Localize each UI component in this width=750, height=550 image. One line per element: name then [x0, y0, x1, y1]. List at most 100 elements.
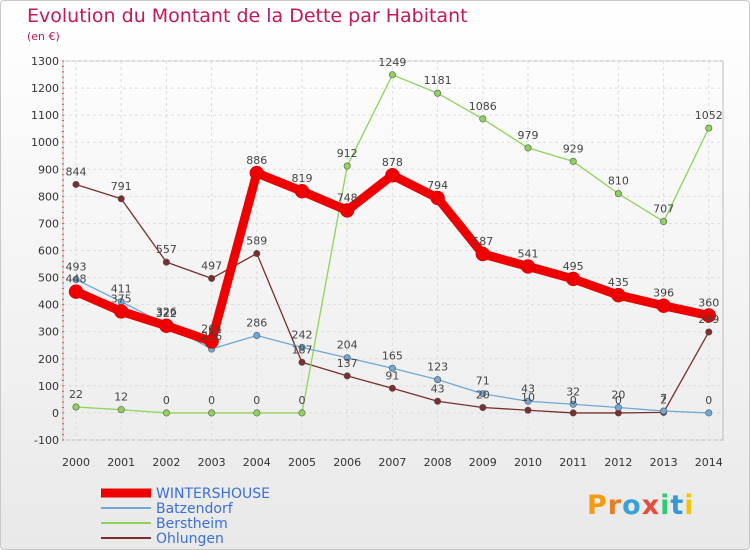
x-tick-label: 2004: [243, 456, 271, 469]
data-label: 878: [382, 156, 403, 169]
x-tick-label: 2005: [288, 456, 316, 469]
data-point: [72, 403, 80, 411]
data-point: [611, 287, 626, 303]
data-label: 12: [114, 391, 128, 404]
data-label: 187: [292, 343, 313, 356]
data-point: [388, 384, 396, 392]
data-label: 264: [201, 322, 222, 335]
data-label: 32: [566, 385, 580, 398]
data-label: 326: [156, 306, 177, 319]
data-point: [72, 180, 80, 188]
data-point: [520, 259, 536, 274]
data-point: [208, 409, 216, 417]
data-point: [385, 167, 400, 183]
y-tick-label: 1200: [31, 82, 59, 95]
y-tick-label: 700: [38, 217, 59, 230]
x-tick-label: 2008: [424, 456, 452, 469]
data-point: [204, 334, 219, 349]
data-label: 0: [299, 394, 306, 407]
y-tick-label: 900: [38, 163, 59, 176]
y-tick-label: 1000: [31, 136, 59, 149]
data-point: [434, 397, 442, 405]
y-tick-label: 500: [38, 272, 59, 285]
data-point: [298, 358, 306, 366]
data-label: 286: [246, 317, 267, 330]
data-label: 1086: [469, 100, 497, 113]
data-label: 360: [698, 296, 719, 309]
data-label: 2: [660, 393, 667, 406]
data-point: [569, 409, 577, 417]
data-point: [705, 409, 713, 417]
data-point: [253, 249, 261, 257]
data-label: 165: [382, 349, 403, 362]
data-point: [705, 124, 713, 132]
data-label: 794: [427, 179, 448, 192]
logo-letter: P: [587, 490, 608, 521]
data-point: [253, 332, 261, 340]
data-label: 236: [201, 330, 222, 343]
data-point: [705, 328, 713, 336]
logo-letter: i: [660, 490, 671, 521]
x-tick-label: 2000: [62, 456, 90, 469]
y-tick-label: 100: [38, 380, 59, 393]
proxiti-logo: Proxiti: [587, 490, 695, 521]
x-tick-label: 2002: [152, 456, 180, 469]
data-point: [298, 343, 306, 351]
data-point: [479, 390, 487, 398]
logo-letter: t: [670, 490, 685, 521]
data-label: 587: [472, 235, 493, 248]
data-label: 411: [111, 283, 132, 296]
data-point: [524, 144, 532, 152]
data-point: [569, 400, 577, 408]
data-point: [569, 157, 577, 165]
data-point: [614, 190, 622, 198]
legend-label: Batzendorf: [156, 501, 234, 517]
data-point: [117, 195, 125, 203]
data-label: 20: [476, 389, 490, 402]
data-label: 493: [66, 260, 87, 273]
x-tick-label: 2009: [469, 456, 497, 469]
x-tick-label: 2001: [107, 456, 135, 469]
data-label: 448: [66, 273, 87, 286]
x-tick-label: 2010: [514, 456, 542, 469]
data-point: [388, 364, 396, 372]
y-tick-label: 600: [38, 245, 59, 258]
data-point: [343, 162, 351, 170]
data-label: 929: [563, 142, 584, 155]
y-tick-label: -100: [34, 434, 59, 447]
data-point: [434, 89, 442, 97]
data-label: 20: [611, 389, 625, 402]
data-label: 7: [660, 392, 667, 405]
data-label: 0: [570, 394, 577, 407]
x-tick-label: 2006: [333, 456, 361, 469]
data-point: [159, 318, 174, 334]
data-point: [614, 404, 622, 412]
chart-subtitle: (en €): [27, 30, 60, 43]
chart-title: Evolution du Montant de la Dette par Hab…: [27, 5, 468, 27]
data-point: [343, 354, 351, 362]
y-tick-label: 400: [38, 299, 59, 312]
data-label: 886: [246, 154, 267, 167]
data-point: [524, 406, 532, 414]
data-point: [249, 165, 265, 181]
data-point: [72, 275, 80, 283]
data-label: 71: [476, 375, 490, 388]
data-label: 137: [337, 357, 358, 370]
data-point: [434, 376, 442, 384]
data-point: [162, 409, 170, 417]
data-label: 204: [337, 339, 358, 352]
data-point: [660, 407, 668, 415]
data-label: 1249: [378, 56, 406, 69]
data-point: [524, 397, 532, 405]
data-label: 91: [385, 369, 399, 382]
legend-label: Berstheim: [156, 516, 228, 532]
y-tick-label: 1300: [31, 55, 59, 68]
data-point: [388, 71, 396, 79]
x-tick-label: 2014: [695, 456, 723, 469]
data-point: [430, 190, 445, 206]
data-point: [294, 183, 310, 199]
data-point: [339, 203, 355, 218]
x-tick-label: 2012: [604, 456, 632, 469]
data-label: 748: [337, 191, 358, 204]
